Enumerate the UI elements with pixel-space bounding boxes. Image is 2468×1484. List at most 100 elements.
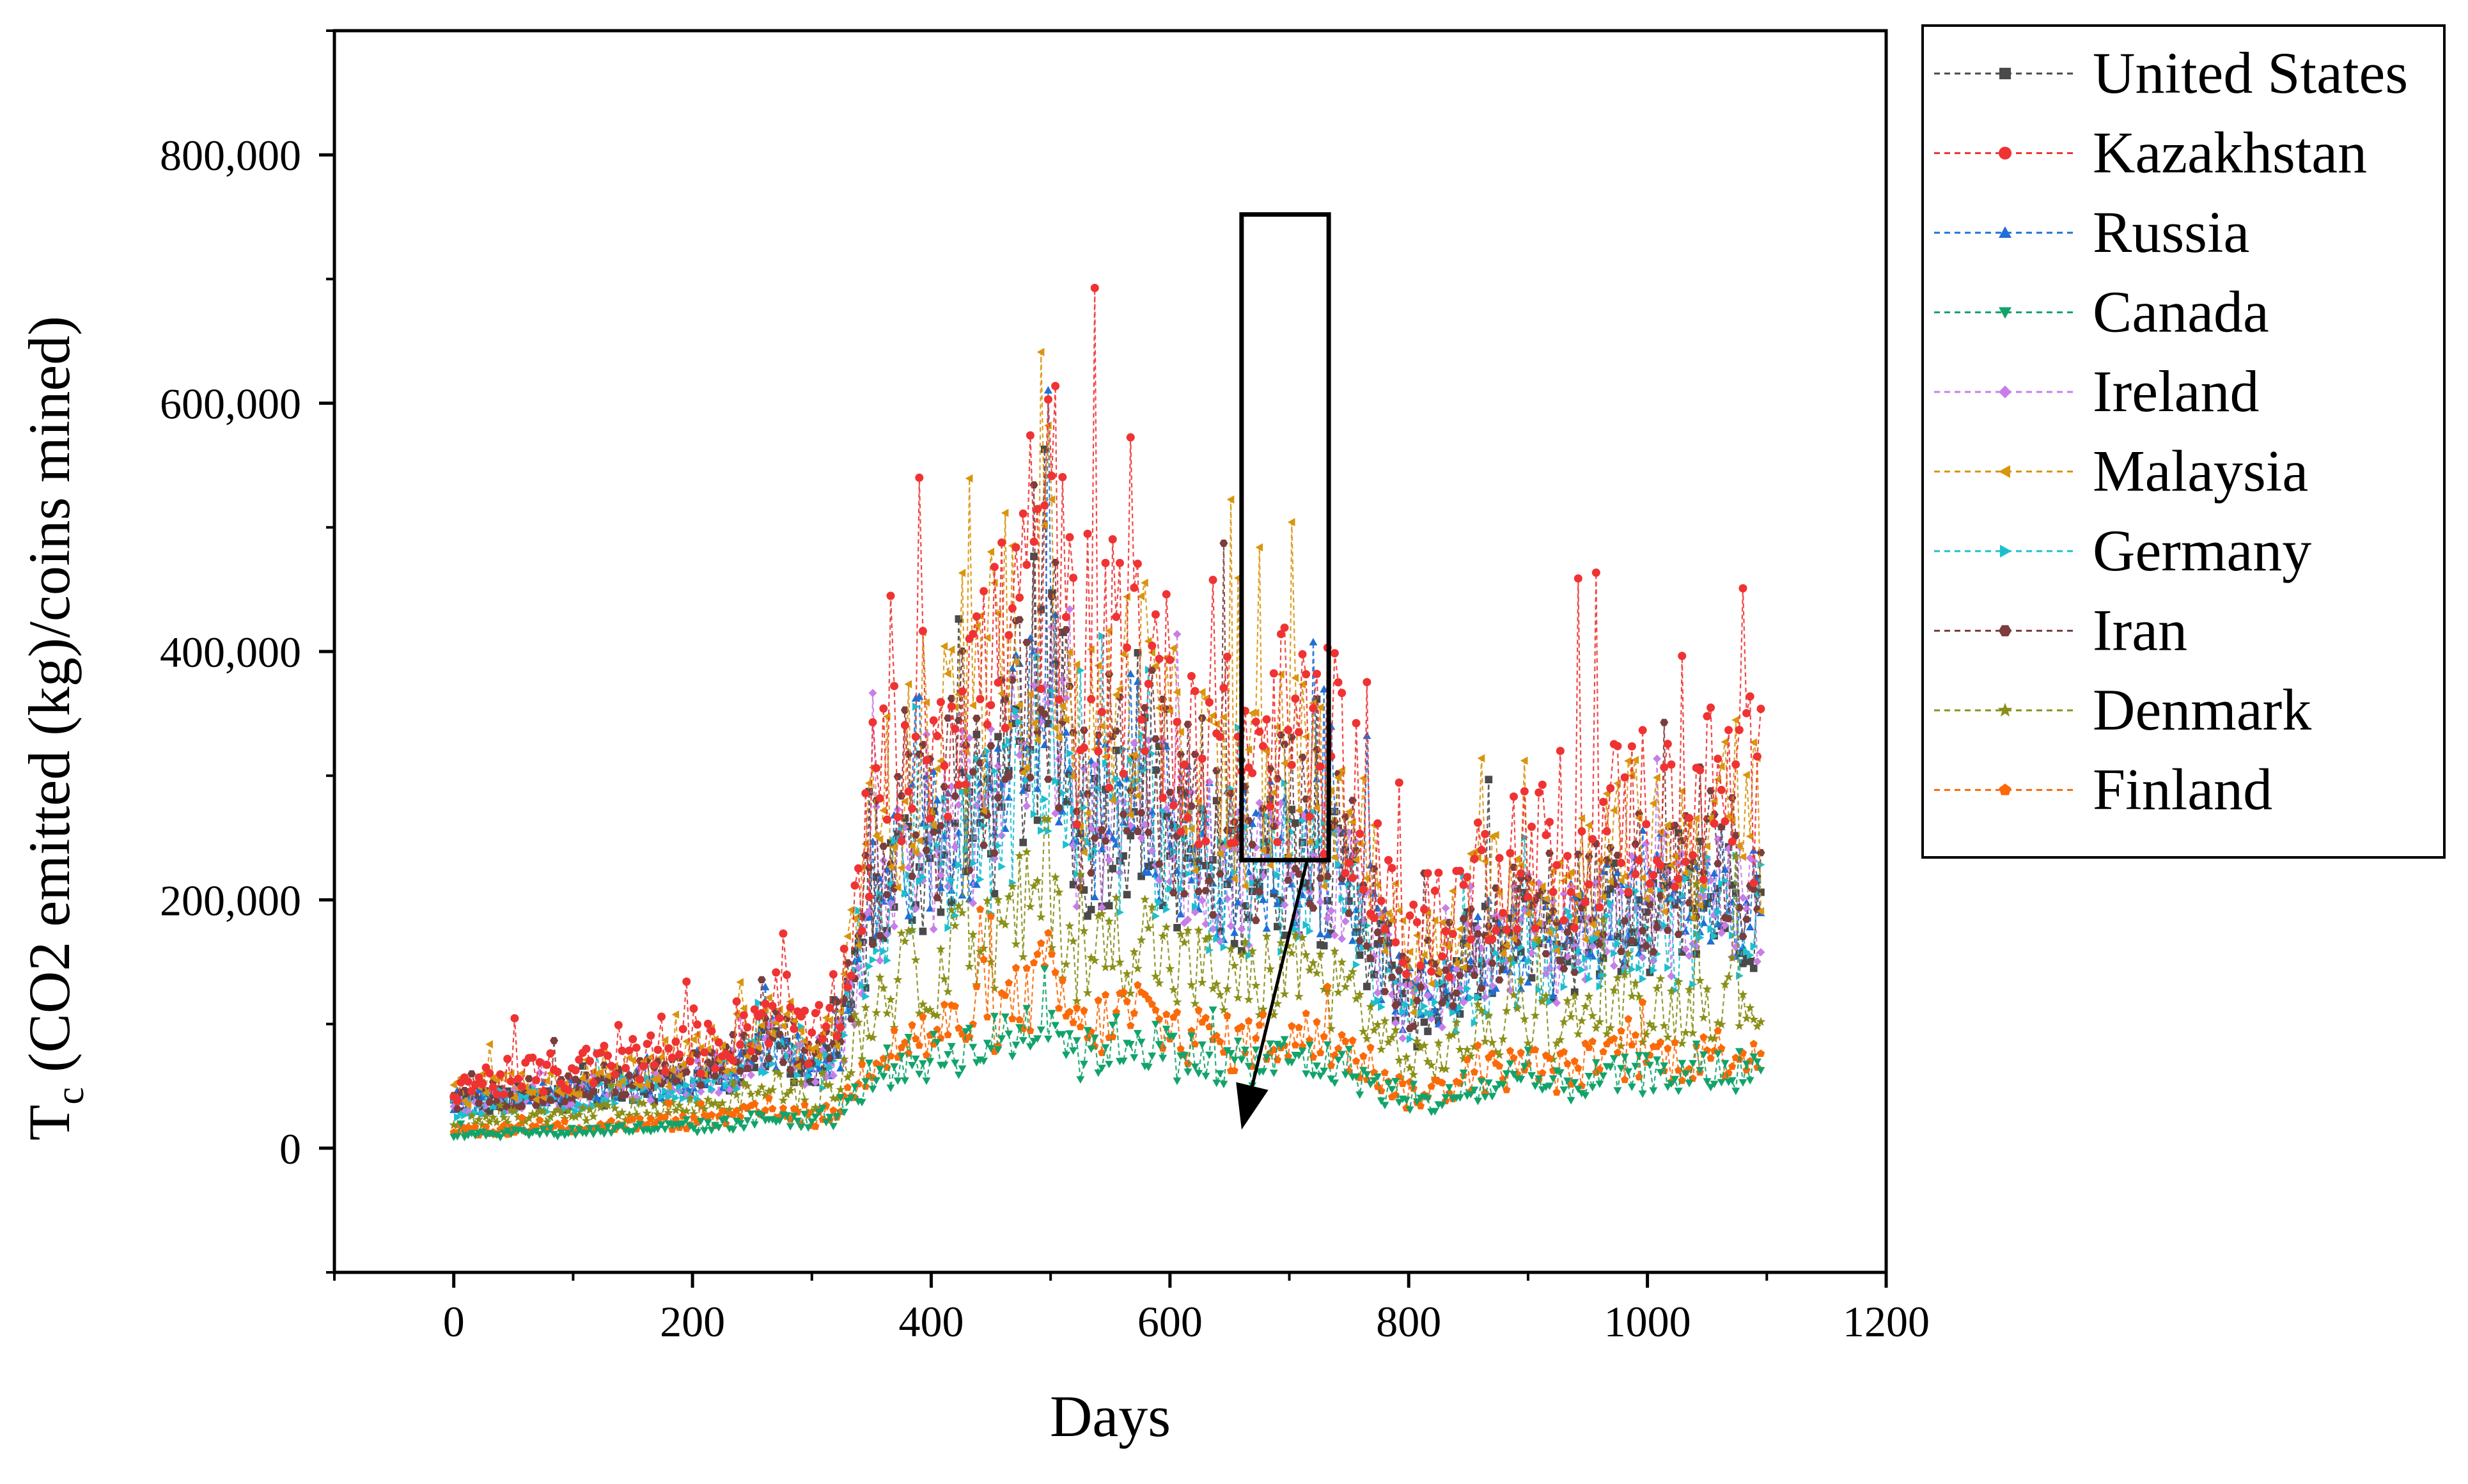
data-point (1320, 685, 1329, 693)
data-point (1090, 893, 1099, 900)
data-point (1438, 952, 1447, 961)
legend: United States Kazakhstan Russia Canada Irela… (1921, 24, 2446, 859)
data-point (1524, 978, 1533, 986)
data-point (1334, 678, 1343, 687)
data-point (779, 1038, 788, 1047)
data-point (1166, 655, 1175, 664)
data-point (747, 1070, 756, 1079)
data-point (761, 1063, 769, 1070)
data-point (1187, 845, 1196, 853)
data-point (1391, 1019, 1400, 1027)
data-point (1259, 895, 1267, 903)
data-point (1041, 795, 1049, 804)
data-point (1492, 926, 1501, 935)
data-point (758, 1026, 766, 1034)
data-point (1316, 898, 1325, 907)
data-point (1061, 728, 1070, 736)
data-point (1513, 925, 1522, 933)
data-point (1258, 742, 1267, 751)
data-point (873, 946, 881, 955)
data-point (901, 814, 909, 822)
data-point (1395, 998, 1403, 1006)
data-point (1294, 728, 1303, 737)
data-point (1338, 934, 1347, 943)
data-point (1563, 936, 1572, 944)
data-point (801, 1006, 809, 1015)
data-point (1266, 802, 1275, 811)
data-point (840, 944, 848, 953)
data-point (1102, 759, 1110, 768)
data-point (1054, 695, 1063, 704)
data-point (1756, 948, 1765, 957)
data-point (1559, 889, 1568, 898)
data-point (904, 863, 913, 872)
data-point (864, 913, 873, 921)
data-point (1566, 882, 1575, 891)
data-point (672, 1093, 680, 1102)
data-point (1298, 650, 1307, 659)
data-point (535, 1058, 544, 1066)
data-point (1345, 859, 1354, 868)
data-point (1481, 902, 1489, 910)
data-point (1177, 884, 1185, 893)
data-point (1316, 762, 1325, 771)
data-point (572, 1107, 580, 1116)
data-point (833, 1051, 841, 1059)
data-point (1624, 939, 1632, 946)
data-point (1098, 632, 1106, 641)
data-point (997, 538, 1006, 547)
data-point (897, 837, 906, 846)
data-point (1671, 882, 1680, 891)
data-point (965, 788, 974, 796)
legend-label: Malaysia (2093, 439, 2308, 504)
data-point (1609, 962, 1618, 970)
data-point (1330, 649, 1339, 658)
data-point (1430, 886, 1439, 895)
data-point (679, 1094, 687, 1103)
data-point (765, 1039, 774, 1048)
data-point (1427, 967, 1436, 976)
data-point (1037, 605, 1045, 613)
data-point (1685, 814, 1694, 823)
data-point (1632, 939, 1639, 946)
data-point (546, 1049, 555, 1058)
data-point (818, 1035, 827, 1044)
data-point (1667, 760, 1676, 769)
data-point (542, 1060, 551, 1069)
data-point (1108, 535, 1117, 544)
data-point (1735, 726, 1744, 735)
data-point (1416, 962, 1425, 971)
data-point (1215, 732, 1224, 741)
data-point (929, 716, 938, 725)
data-point (854, 955, 863, 963)
data-point (1183, 915, 1192, 924)
data-point (1180, 789, 1189, 797)
data-point (1363, 983, 1371, 990)
y-tick-label: 800,000 (160, 131, 301, 180)
data-point (908, 804, 917, 813)
data-point (1739, 960, 1747, 967)
data-point (474, 1086, 483, 1093)
data-point (1506, 848, 1515, 857)
data-point (1312, 669, 1321, 678)
x-tick-label: 600 (1137, 1297, 1203, 1346)
data-point (1517, 984, 1526, 992)
data-point (1194, 840, 1203, 849)
data-point (1148, 807, 1157, 815)
data-point (1538, 780, 1547, 789)
data-point (1022, 784, 1031, 792)
data-point (564, 1086, 573, 1095)
data-point (1387, 864, 1396, 873)
data-point (822, 1044, 831, 1052)
data-point (933, 841, 942, 850)
data-point (1144, 868, 1153, 876)
data-point (1065, 605, 1074, 614)
data-point (1069, 574, 1078, 582)
data-point (707, 1027, 716, 1036)
legend-label: Kazakhstan (2093, 120, 2367, 185)
data-point (718, 1084, 727, 1091)
data-point (1288, 806, 1296, 813)
data-point (919, 927, 927, 935)
data-point (1610, 859, 1618, 867)
data-point (829, 996, 838, 1004)
